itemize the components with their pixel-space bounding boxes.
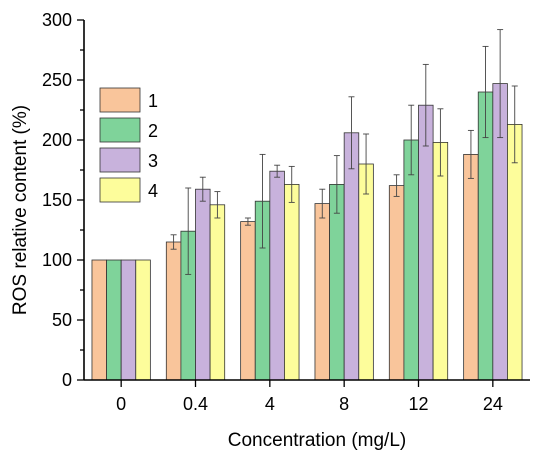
y-tick-label: 150 <box>42 190 72 210</box>
bar-series-4-0.4 <box>209 204 226 381</box>
error-bars-layer <box>170 29 518 275</box>
bars-layer <box>91 83 523 381</box>
bar-series-1-0.4 <box>165 241 182 381</box>
bar-series-3-0 <box>120 259 137 381</box>
bar-series-1-24 <box>463 153 479 381</box>
bar-series-3-8 <box>343 132 360 381</box>
y-tick-label: 200 <box>42 130 72 150</box>
y-axis-title: ROS relative content (%) <box>10 105 31 315</box>
bar-series-2-8 <box>329 183 345 381</box>
y-tick-label: 100 <box>42 250 72 270</box>
x-tick-label: 0 <box>116 394 126 414</box>
x-tick-label: 12 <box>408 394 428 414</box>
y-tick-label: 0 <box>62 370 72 390</box>
x-tick-label: 4 <box>265 394 275 414</box>
legend-label-1: 1 <box>148 91 158 111</box>
bar-series-1-0 <box>91 259 107 381</box>
bar-series-4-12 <box>432 141 449 381</box>
y-tick-label: 50 <box>52 310 72 330</box>
bar-series-3-0.4 <box>195 188 211 381</box>
bar-series-1-4 <box>240 221 256 381</box>
bar-series-1-8 <box>314 203 330 381</box>
bar-series-4-0 <box>135 259 151 381</box>
bar-series-2-0 <box>106 259 122 381</box>
legend-label-2: 2 <box>148 121 158 141</box>
legend: 1 2 3 4 <box>99 87 158 203</box>
x-axis-title: Concentration (mg/L) <box>228 430 406 451</box>
bar-series-4-8 <box>358 163 374 381</box>
bar-series-3-4 <box>269 170 285 381</box>
x-tick-label: 24 <box>483 394 503 414</box>
bar-series-1-12 <box>388 185 405 381</box>
x-tick-label: 8 <box>339 394 349 414</box>
x-tick-label: 0.4 <box>183 394 208 414</box>
legend-swatch-3 <box>99 147 141 173</box>
bar-series-2-12 <box>403 139 419 381</box>
legend-swatch-2 <box>99 117 141 143</box>
legend-swatch-4 <box>99 177 141 203</box>
legend-label-3: 3 <box>148 151 158 171</box>
y-tick-label: 250 <box>42 70 72 90</box>
legend-swatch-1 <box>99 87 141 113</box>
y-tick-label: 300 <box>42 10 72 30</box>
legend-label-4: 4 <box>148 181 158 201</box>
bar-series-4-4 <box>284 183 300 381</box>
